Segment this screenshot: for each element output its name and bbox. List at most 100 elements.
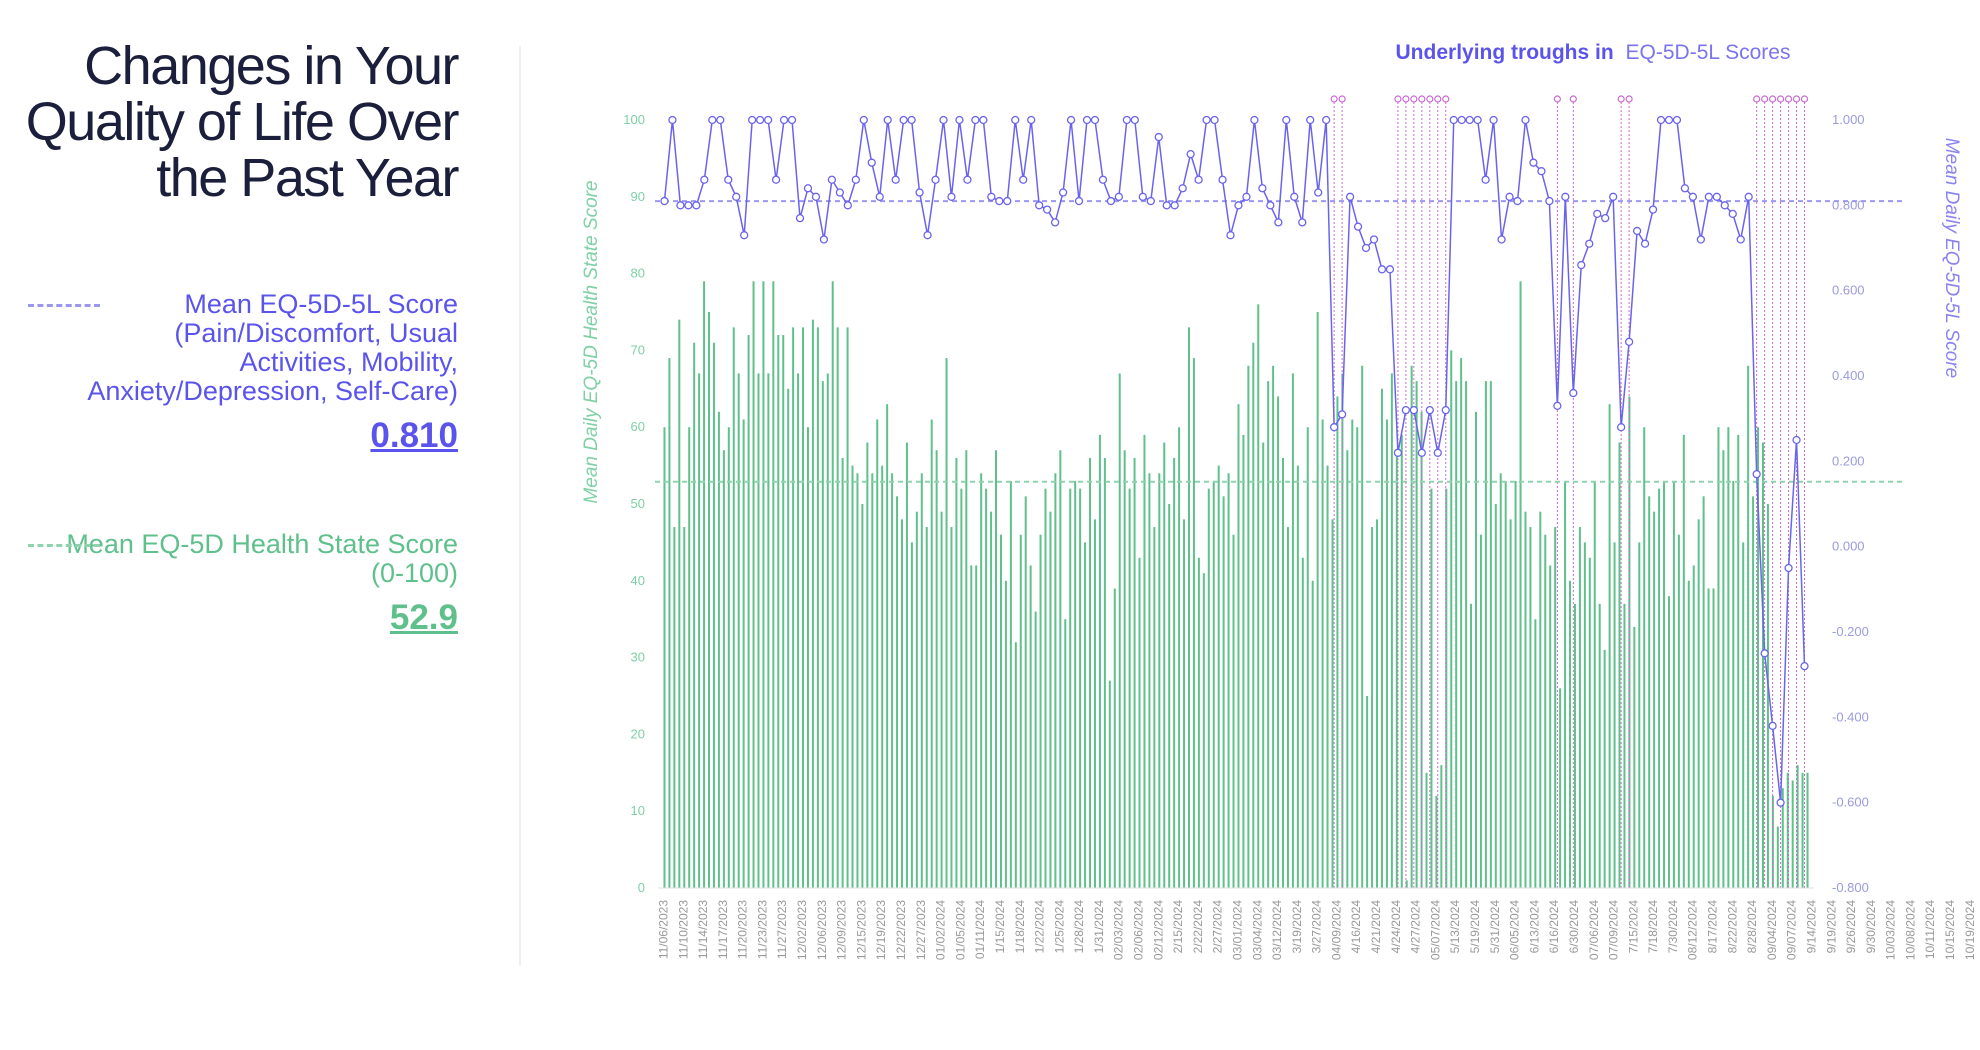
x-tick-label: 7/18/2024 [1646,900,1660,954]
health-bar [1257,304,1260,888]
eq5d5l-point [1585,239,1594,248]
health-bar [1054,473,1057,888]
left-tick-label: 30 [631,650,645,665]
health-bar [1806,772,1809,888]
eq5d5l-point [1019,175,1028,184]
trough-marker [1394,95,1402,103]
eq5d5l-point [1561,192,1570,201]
health-bar [1128,488,1131,888]
x-tick-label: 08/12/2024 [1686,900,1700,960]
health-bar [1573,603,1576,888]
health-bar [668,358,671,889]
eq5d5l-point [668,115,677,125]
eq5d5l-point [1027,115,1036,125]
left-tick-label: 60 [631,419,645,434]
health-bar [915,511,918,888]
right-tick-label: -0.600 [1832,795,1869,810]
eq5d5l-point [740,231,749,240]
x-tick-label: 06/05/2024 [1508,900,1522,960]
health-bar [841,457,844,888]
eq5d5l-point [755,115,765,125]
eq5d5l-point [1218,175,1227,184]
x-tick-label: 6/13/2024 [1527,900,1541,954]
eq5d5l-point [819,235,829,244]
health-bar [905,442,908,888]
health-bar [1747,365,1750,888]
health-bar [1371,527,1374,888]
eq5d5l-point [708,115,717,125]
trough-marker [1800,95,1809,103]
eq5d5l-point [1784,563,1793,573]
eq5d5l-point [1728,209,1737,219]
health-bar [747,335,750,888]
health-bar [1089,457,1092,888]
health-bar [1138,557,1141,888]
right-tick-label: -0.400 [1832,709,1869,724]
health-bar [1321,419,1324,888]
x-tick-label: 9/14/2024 [1804,900,1818,954]
eq5d5l-point [1537,167,1546,176]
right-tick-label: -0.200 [1832,624,1869,639]
health-bar [1474,411,1477,888]
health-bar [1064,619,1067,888]
health-bar [1415,381,1418,888]
x-tick-label: 9/19/2024 [1824,900,1838,954]
health-bar [851,465,854,888]
eq5d5l-point [955,115,964,125]
health-bar [1494,504,1497,888]
health-bar [1420,411,1423,888]
health-bar [1534,619,1537,888]
right-tick-label: 0.800 [1832,197,1865,212]
legend-label-health: Mean EQ-5D Health State Score (0-100) [66,529,458,588]
health-bar [1336,396,1339,888]
eq5d5l-point [787,115,797,125]
health-bar [1761,442,1764,888]
health-bar [673,527,676,888]
x-tick-label: 2/27/2024 [1211,900,1225,954]
eq5d5l-point [1664,115,1674,125]
health-bar [698,373,701,888]
health-bar [1217,465,1220,888]
eq5d5l-point [987,192,996,201]
eq5d5l-point [1258,184,1267,193]
trough-marker [1426,95,1434,103]
eq5d5l-point [779,115,789,125]
health-bar [876,419,879,888]
health-bar [871,473,874,888]
eq5d5l-point [1768,721,1777,731]
health-bar [1267,381,1270,888]
x-tick-label: 01/02/2024 [934,900,948,960]
x-tick-label: 02/06/2024 [1132,900,1146,960]
eq5d5l-point [907,115,916,125]
health-bar [1643,427,1646,888]
health-bar [1079,488,1082,888]
health-bar [1361,365,1364,888]
health-bar [688,427,691,888]
health-bar [787,388,790,888]
health-bar [1514,480,1517,888]
health-bar [940,511,943,888]
health-bar [1019,534,1022,888]
x-tick-label: 7/30/2024 [1666,900,1680,954]
x-tick-label: 10/03/2024 [1884,900,1898,960]
health-bar [925,527,928,888]
health-bar [1306,427,1309,888]
health-bar [1603,649,1606,888]
health-bar [1296,465,1299,888]
eq5d5l-point [1632,226,1642,236]
page-title: Changes in Your Quality of Life Over the… [25,36,460,208]
eq5d5l-point [1274,218,1283,227]
health-bar [1187,327,1190,888]
health-bar [1504,480,1507,888]
health-bar [767,373,770,888]
left-tick-label: 0 [638,880,645,895]
x-tick-label: 07/09/2024 [1607,900,1621,960]
health-bar [1197,557,1200,888]
health-bar [717,411,720,888]
eq5d5l-point [1688,192,1698,201]
health-bar [737,373,740,888]
health-bar [1425,772,1428,888]
eq5d5l-point [1058,188,1068,197]
eq5d5l-point [979,115,988,125]
eq5d5l-point [1401,405,1411,415]
